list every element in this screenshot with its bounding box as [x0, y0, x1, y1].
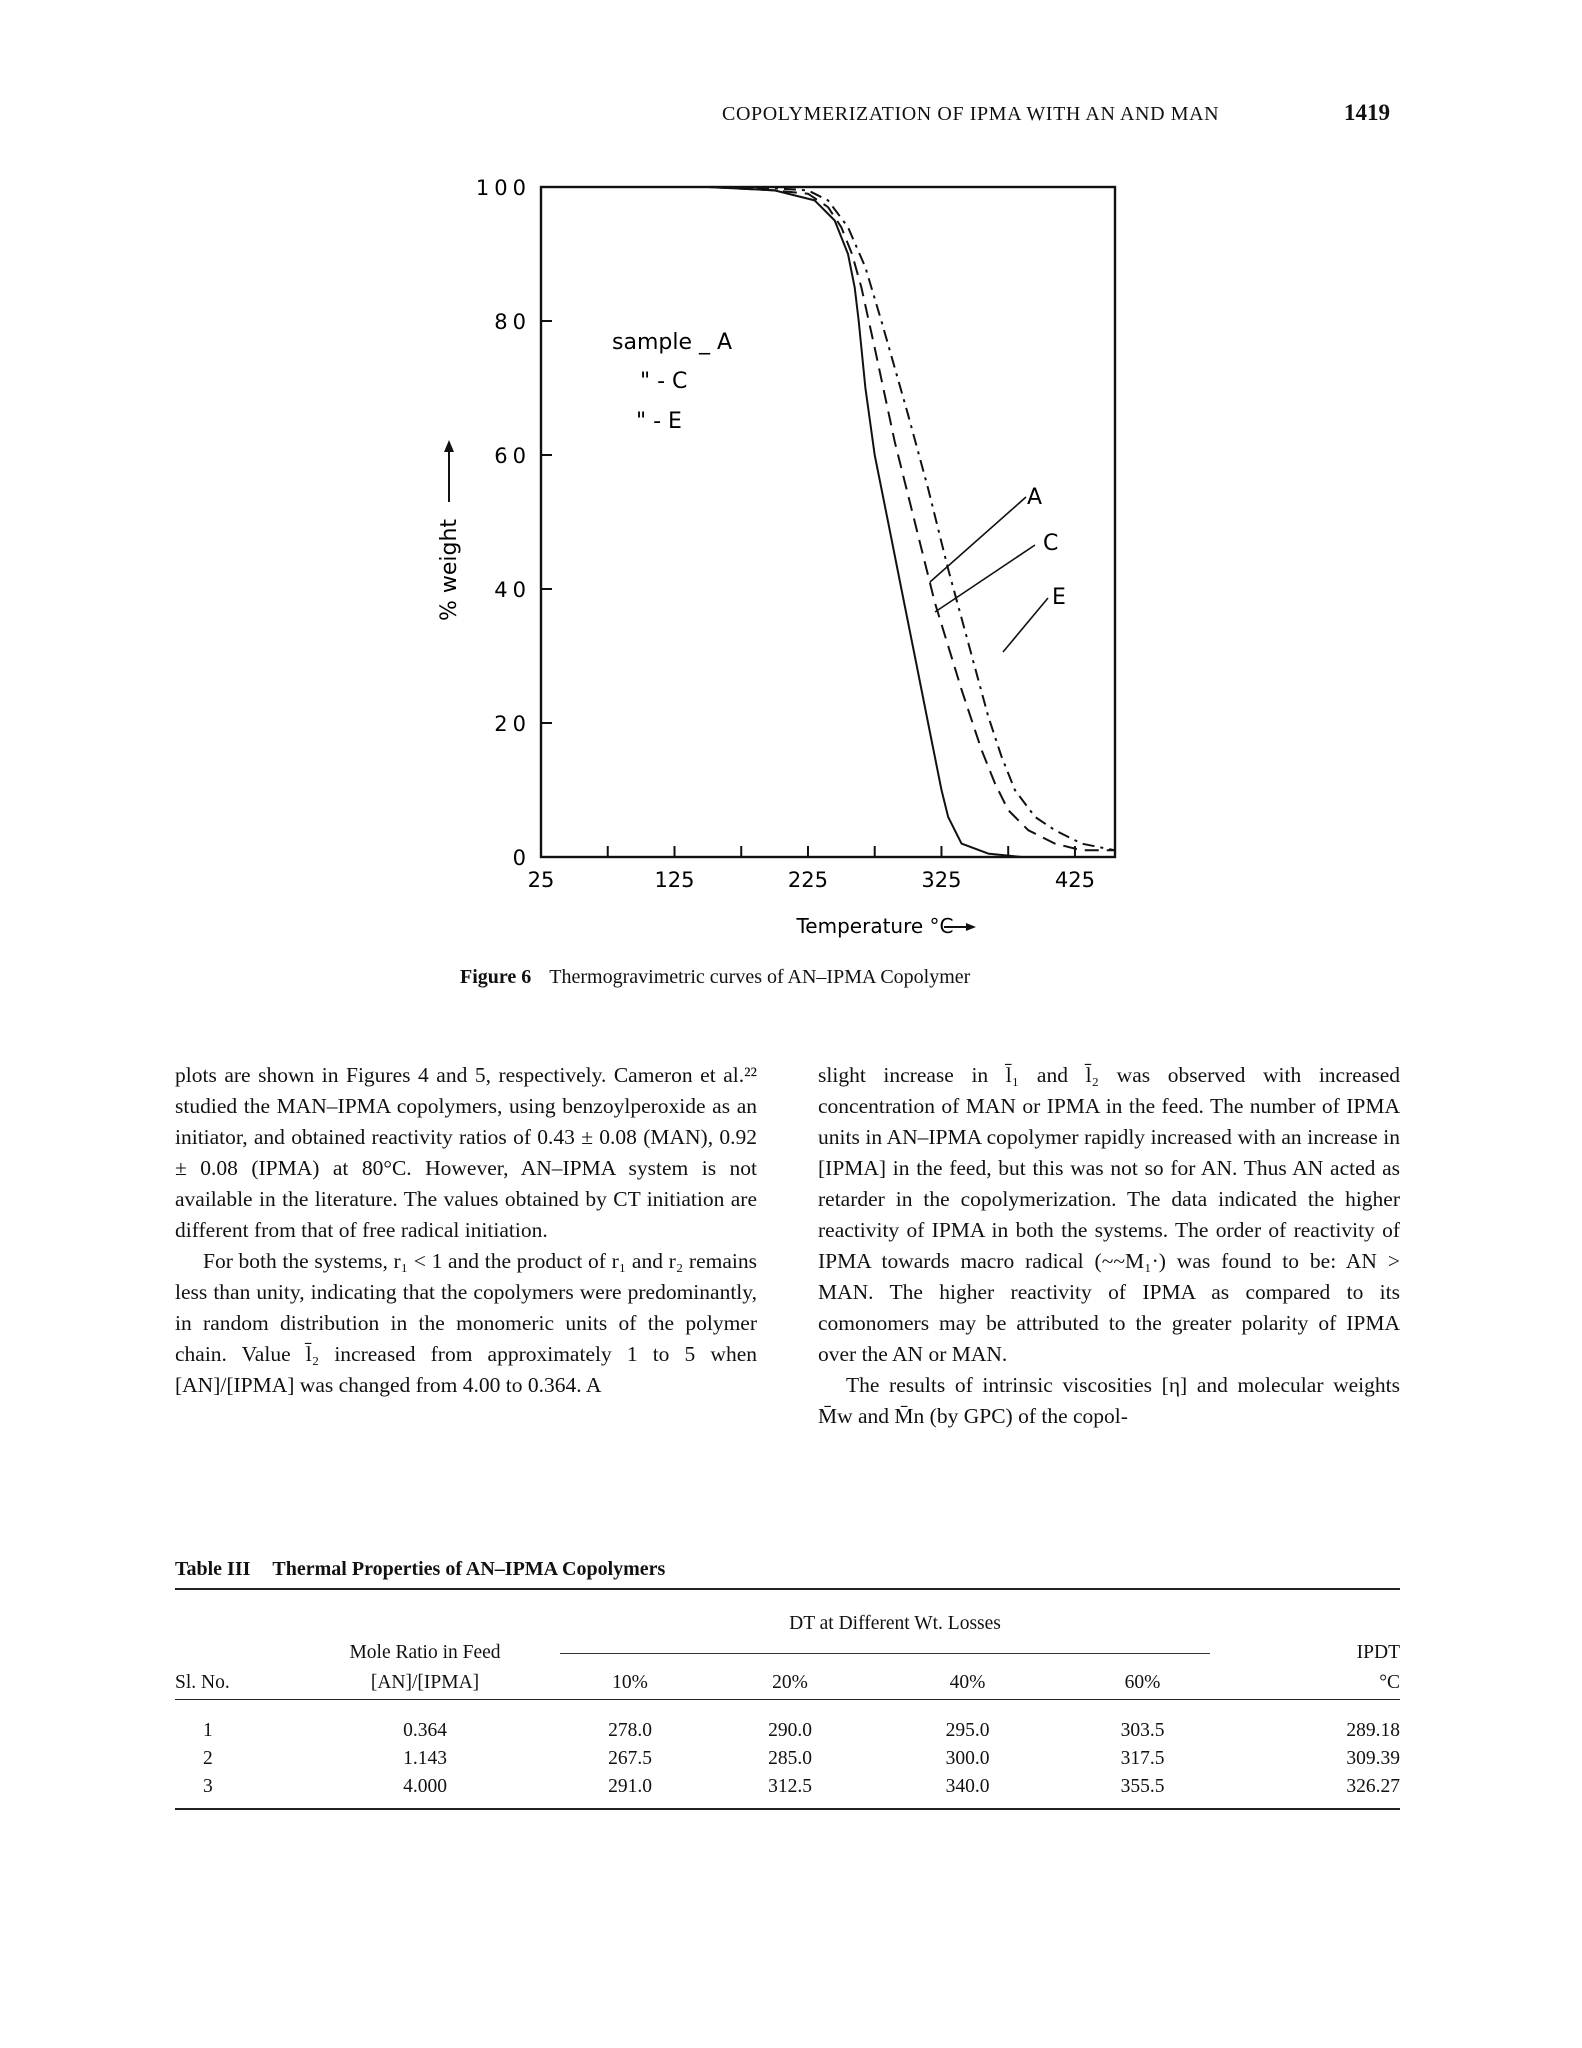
series-line-e [541, 186, 1116, 852]
y-tick-label: 60 [494, 444, 531, 468]
table-title: Table III Thermal Properties of AN–IPMA C… [175, 1558, 687, 1581]
col-header-feed-1: Mole Ratio in Feed [349, 1642, 501, 1663]
y-axis-ticks: 0 20 40 60 80 100 [476, 176, 552, 870]
series-line-a [541, 186, 1115, 858]
series-line-c [541, 186, 1115, 852]
legend-entry-e: " - E [636, 409, 682, 434]
paragraph: For both the systems, r₁ < 1 and the pro… [175, 1249, 757, 1397]
x-axis-label: Temperature °C [795, 914, 953, 938]
curve-label-c: C [1043, 531, 1058, 556]
cell: 0.364 [403, 1720, 447, 1741]
figure-caption: Figure 6 Thermogravimetric curves of AN–I… [460, 966, 970, 989]
cell: 312.5 [768, 1776, 812, 1797]
cell: 290.0 [768, 1720, 812, 1741]
group-rule [560, 1652, 1210, 1654]
table-row: 1 0.364 278.0 290.0 295.0 303.5 289.18 [175, 1717, 1400, 1745]
cell: 309.39 [1346, 1748, 1400, 1769]
body-column-left: plots are shown in Figures 4 and 5, resp… [175, 1060, 757, 1401]
col-header-ipdt-1: IPDT [1356, 1642, 1400, 1663]
col-header-10: 10% [612, 1672, 648, 1693]
y-axis-arrowhead [444, 440, 454, 452]
cell: 317.5 [1120, 1748, 1165, 1769]
cell: 278.0 [608, 1720, 652, 1741]
y-tick-label: 20 [494, 712, 531, 736]
col-header-60: 60% [1124, 1672, 1161, 1693]
y-axis-label: % weight [437, 519, 462, 621]
figure-caption-text: Thermogravimetric curves of AN–IPMA Copo… [549, 966, 971, 988]
plot-frame [539, 185, 1117, 859]
table-row: 2 1.143 267.5 285.0 300.0 317.5 309.39 [175, 1745, 1400, 1773]
paragraph: plots are shown in Figures 4 and 5, resp… [175, 1063, 757, 1242]
thermal-properties-table: DT at Different Wt. Losses Mole Ratio in… [175, 1595, 1400, 1801]
x-tick-label: 425 [1055, 868, 1095, 892]
y-axis-label-group: % weight [437, 440, 462, 621]
table-top-rule [175, 1588, 1400, 1590]
legend-entry-a: sample _ A [612, 330, 732, 355]
cell: 355.5 [1120, 1776, 1165, 1797]
x-tick-label: 225 [788, 868, 828, 892]
curve-label-e-callout: E [1002, 585, 1066, 653]
legend-entry-c: " - C [640, 369, 687, 394]
table-bottom-rule [175, 1808, 1400, 1810]
cell: 303.5 [1120, 1720, 1165, 1741]
x-axis-ticks: 25 125 225 325 425 [528, 846, 1095, 892]
cell: 340.0 [945, 1776, 990, 1797]
y-tick-label: 100 [476, 176, 531, 200]
cell: 1 [203, 1720, 213, 1741]
cell: 291.0 [608, 1776, 652, 1797]
cell: 326.27 [1346, 1776, 1400, 1797]
paragraph: The results of intrinsic viscosities [η]… [818, 1373, 1400, 1428]
table-title-text: Thermal Properties of AN–IPMA Copolymers [272, 1558, 666, 1580]
curve-label-a: A [1027, 485, 1042, 510]
curves [541, 186, 1116, 858]
cell: 295.0 [945, 1720, 990, 1741]
y-tick-label: 80 [494, 310, 531, 334]
cell: 2 [203, 1748, 213, 1769]
col-header-ipdt-2: °C [1379, 1672, 1400, 1693]
x-tick-label: 325 [921, 868, 961, 892]
x-tick-label: 125 [654, 868, 694, 892]
y-tick-label: 40 [494, 578, 531, 602]
col-header-slno: Sl. No. [175, 1672, 230, 1693]
col-header-40: 40% [949, 1672, 986, 1693]
col-header-20: 20% [772, 1672, 808, 1693]
table-row: 3 4.000 291.0 312.5 340.0 355.5 326.27 [175, 1773, 1400, 1801]
figure-label: Figure 6 [460, 966, 532, 988]
curve-label-c-callout: C [934, 531, 1058, 613]
cell: 289.18 [1346, 1720, 1400, 1741]
cell: 285.0 [768, 1748, 812, 1769]
table-label: Table III [175, 1558, 251, 1580]
cell: 300.0 [945, 1748, 990, 1769]
cell: 4.000 [403, 1776, 447, 1797]
col-header-feed-2: [AN]/[IPMA] [370, 1672, 480, 1693]
header-rule [175, 1699, 1400, 1700]
y-tick-label: 0 [513, 846, 531, 870]
group-header: DT at Different Wt. Losses [789, 1613, 1001, 1634]
running-header: COPOLYMERIZATION OF IPMA WITH AN AND MAN [722, 103, 1220, 125]
cell: 267.5 [608, 1748, 652, 1769]
x-tick-label: 25 [528, 868, 555, 892]
cell: 1.143 [403, 1748, 447, 1769]
page-number: 1419 [1344, 100, 1390, 125]
cell: 3 [203, 1776, 213, 1797]
paragraph: slight increase in l̄₁ and l̄₂ was obser… [818, 1063, 1400, 1366]
tga-chart: 0 20 40 60 80 100 25 125 225 325 425 % weight Tem… [437, 176, 1117, 938]
body-column-right: slight increase in l̄₁ and l̄₂ was obser… [818, 1060, 1400, 1432]
curve-label-e: E [1052, 585, 1066, 610]
x-axis-arrowhead [966, 923, 976, 931]
curve-label-a-callout: A [929, 485, 1042, 583]
